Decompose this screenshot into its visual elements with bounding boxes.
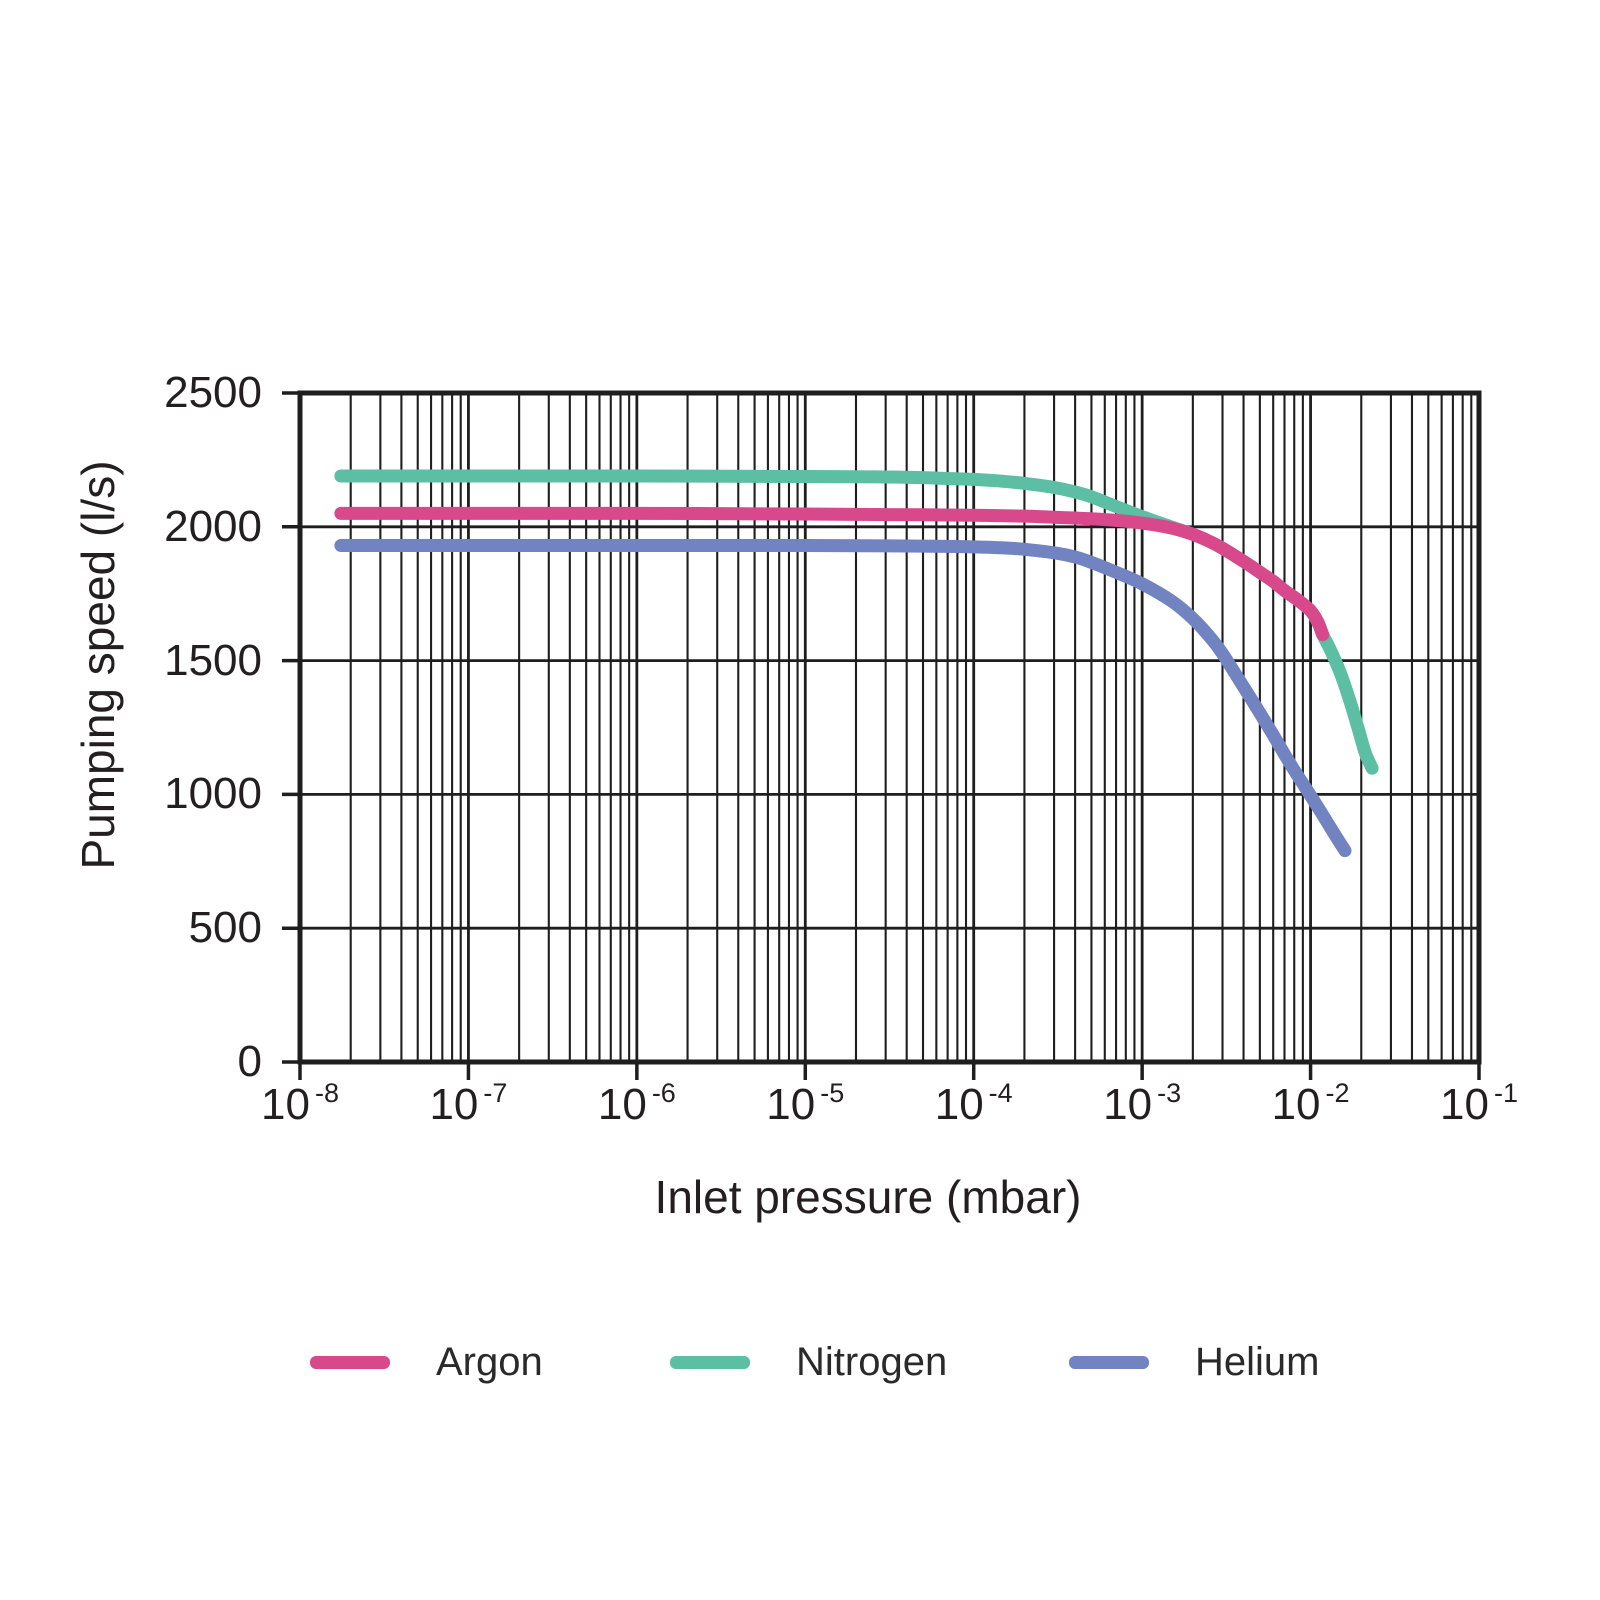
x-tick-base: 10 xyxy=(766,1080,816,1129)
x-tick-label-10e-8: 10 -8 xyxy=(261,1080,339,1129)
x-tick-label-10e-2: 10 -2 xyxy=(1272,1080,1350,1129)
y-tick-label-0: 0 xyxy=(237,1037,262,1086)
series-curve-helium xyxy=(334,538,1352,858)
legend-label-argon: Argon xyxy=(436,1339,543,1384)
legend: Argon Nitrogen Helium xyxy=(0,1338,1600,1386)
x-tick-exponent: -7 xyxy=(483,1078,508,1108)
x-tick-exponent: -4 xyxy=(988,1078,1013,1108)
series-curve-argon xyxy=(334,506,1330,642)
helium-swatch xyxy=(1069,1355,1149,1369)
x-tick-label-10e-3: 10 -3 xyxy=(1103,1080,1181,1129)
x-tick-exponent: -1 xyxy=(1493,1078,1518,1108)
x-tick-base: 10 xyxy=(1440,1080,1489,1129)
y-tick-label-1500: 1500 xyxy=(164,635,262,685)
x-tick-base: 10 xyxy=(934,1080,984,1129)
argon-swatch xyxy=(310,1355,390,1369)
legend-item-argon: Argon xyxy=(310,1338,543,1386)
x-tick-exponent: -8 xyxy=(314,1078,339,1108)
x-tick-base: 10 xyxy=(1271,1080,1321,1129)
legend-item-nitrogen: Nitrogen xyxy=(670,1338,947,1386)
x-tick-label-10e-6: 10 -6 xyxy=(598,1080,676,1129)
x-tick-base: 10 xyxy=(429,1080,479,1129)
x-tick-label-10e-5: 10 -5 xyxy=(766,1080,844,1129)
x-tick-exponent: -5 xyxy=(820,1078,845,1108)
x-tick-label-10e-4: 10 -4 xyxy=(935,1080,1013,1129)
x-tick-exponent: -3 xyxy=(1157,1078,1182,1108)
y-tick-label-1000: 1000 xyxy=(164,769,262,819)
axis-frame xyxy=(297,390,1482,1065)
y-tick-label-2500: 2500 xyxy=(164,368,262,417)
x-tick-label-10e-7: 10 -7 xyxy=(429,1080,507,1129)
y-tick-label-500: 500 xyxy=(188,903,262,953)
y-tick-label-2000: 2000 xyxy=(164,501,262,551)
x-tick-base: 10 xyxy=(597,1080,647,1129)
x-tick-label-10e-1: 10 -1 xyxy=(1440,1080,1518,1129)
x-axis-title: Inlet pressure (mbar) xyxy=(654,1171,1082,1223)
x-tick-exponent: -2 xyxy=(1325,1078,1350,1108)
legend-item-helium: Helium xyxy=(1069,1338,1319,1386)
legend-label-helium: Helium xyxy=(1195,1339,1320,1384)
x-tick-base: 10 xyxy=(261,1080,310,1129)
x-tick-exponent: -6 xyxy=(651,1078,676,1108)
x-tick-base: 10 xyxy=(1103,1080,1153,1129)
legend-label-nitrogen: Nitrogen xyxy=(796,1339,948,1384)
nitrogen-swatch xyxy=(670,1355,750,1369)
